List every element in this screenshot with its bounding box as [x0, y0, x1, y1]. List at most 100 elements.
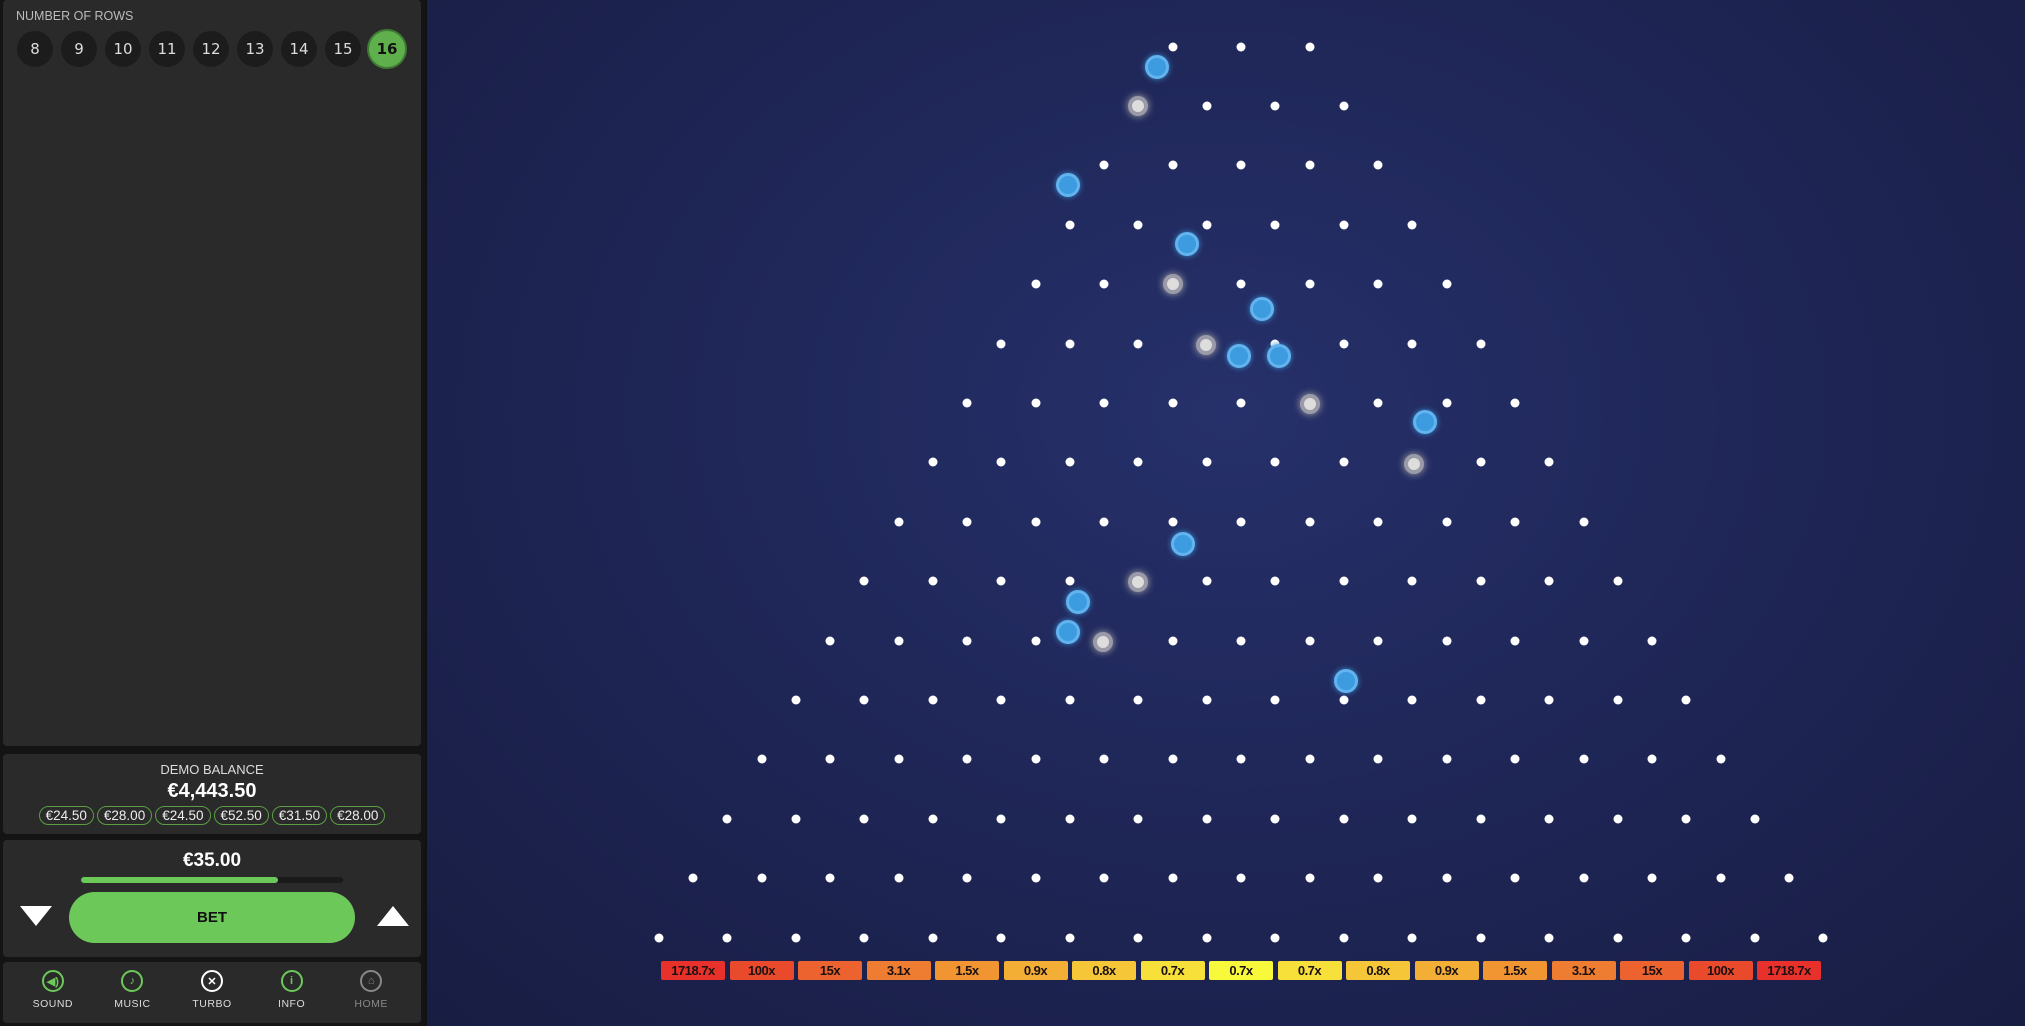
peg	[1270, 339, 1280, 348]
control-home[interactable]: ⌂ HOME	[336, 962, 406, 1023]
peg	[1339, 695, 1349, 705]
peg	[1305, 160, 1314, 170]
peg	[1510, 517, 1520, 527]
peg	[1270, 220, 1280, 230]
control-turbo[interactable]: ✕ TURBO	[177, 962, 247, 1023]
peg	[1099, 398, 1109, 408]
rows-option-14[interactable]: 14	[281, 31, 317, 67]
rows-option-11[interactable]: 11	[149, 31, 185, 67]
multiplier-bucket: 0.8x	[1346, 961, 1410, 980]
peg	[1647, 873, 1657, 883]
rows-option-16[interactable]: 16	[369, 31, 405, 67]
control-sound[interactable]: ◀) SOUND	[18, 962, 88, 1023]
peg	[1544, 576, 1554, 586]
rows-selector: 8 9 10 11 12 13 14 15 16	[17, 31, 405, 67]
rows-option-9[interactable]: 9	[61, 31, 97, 67]
peg	[859, 695, 869, 705]
control-label: INFO	[278, 998, 306, 1010]
peg	[1476, 457, 1486, 467]
bet-button[interactable]: BET	[69, 892, 355, 943]
peg	[757, 873, 766, 883]
control-label: HOME	[354, 998, 388, 1010]
peg	[1065, 576, 1075, 586]
peg	[1065, 220, 1075, 230]
peg	[1716, 873, 1725, 883]
peg	[1544, 814, 1554, 824]
peg	[1373, 754, 1383, 764]
control-info[interactable]: i INFO	[257, 962, 327, 1023]
peg	[1168, 754, 1177, 764]
peg	[825, 873, 835, 883]
settings-bar: ◀) SOUND ♪ MUSIC ✕ TURBO i INFO ⌂ HOME	[3, 962, 421, 1023]
peg	[928, 457, 938, 467]
peg	[894, 873, 903, 883]
peg	[1750, 933, 1760, 942]
peg	[996, 695, 1006, 705]
peg	[1065, 457, 1075, 467]
peg	[1544, 933, 1554, 942]
peg	[1407, 576, 1417, 586]
peg	[1442, 398, 1451, 408]
peg	[1373, 636, 1383, 645]
rows-option-15[interactable]: 15	[325, 31, 361, 67]
rows-option-12[interactable]: 12	[193, 31, 229, 67]
peg	[1407, 933, 1417, 942]
multiplier-bucket: 1718.7x	[1757, 961, 1821, 980]
peg	[1270, 576, 1280, 586]
peg	[1373, 160, 1383, 170]
peg	[1544, 457, 1554, 467]
peg	[1613, 695, 1623, 705]
multiplier-bucket: 15x	[1620, 961, 1684, 980]
peg	[1647, 754, 1657, 764]
control-label: SOUND	[32, 998, 73, 1010]
peg	[1373, 517, 1383, 527]
peg	[1579, 754, 1588, 764]
peg	[1305, 42, 1314, 51]
peg	[1579, 873, 1588, 883]
peg	[962, 636, 972, 645]
peg	[1476, 576, 1486, 586]
multiplier-bucket: 1718.7x	[661, 961, 725, 980]
peg-hit-glow	[1196, 334, 1217, 355]
history-chip: €31.50	[271, 806, 328, 825]
ball	[1145, 55, 1170, 80]
peg	[1236, 517, 1246, 527]
peg	[894, 754, 903, 764]
peg	[1270, 695, 1280, 705]
peg-hit-glow	[1162, 274, 1183, 295]
peg	[654, 933, 664, 942]
increase-bet-button[interactable]	[377, 906, 409, 926]
peg	[1031, 517, 1040, 527]
peg	[1099, 754, 1109, 764]
decrease-bet-button[interactable]	[20, 906, 52, 926]
balance-panel: DEMO BALANCE €4,443.50 €24.50 €28.00 €24.5…	[3, 754, 421, 834]
peg	[1510, 636, 1520, 645]
peg	[962, 517, 972, 527]
peg	[1442, 754, 1451, 764]
peg	[1544, 695, 1554, 705]
peg-hit-glow	[1127, 572, 1148, 593]
peg	[1339, 220, 1349, 230]
multiplier-bucket: 3.1x	[866, 961, 931, 980]
peg	[859, 814, 869, 824]
rows-option-10[interactable]: 10	[105, 31, 141, 67]
peg	[1373, 279, 1383, 289]
peg	[1236, 160, 1246, 170]
bet-level-bar[interactable]	[81, 877, 343, 883]
peg	[1476, 339, 1486, 348]
peg	[791, 814, 801, 824]
rows-option-13[interactable]: 13	[237, 31, 273, 67]
multiplier-bucket: 0.9x	[1414, 961, 1479, 980]
peg	[1407, 220, 1417, 230]
ball	[1174, 232, 1199, 257]
rows-label: NUMBER OF ROWS	[16, 9, 134, 23]
balance-value: €4,443.50	[167, 780, 257, 802]
peg	[1339, 576, 1349, 586]
control-label: MUSIC	[114, 998, 151, 1010]
peg	[1031, 398, 1040, 408]
control-music[interactable]: ♪ MUSIC	[97, 962, 167, 1023]
rows-option-8[interactable]: 8	[17, 31, 53, 67]
peg	[1202, 695, 1212, 705]
peg	[1716, 754, 1725, 764]
peg	[1270, 457, 1280, 467]
